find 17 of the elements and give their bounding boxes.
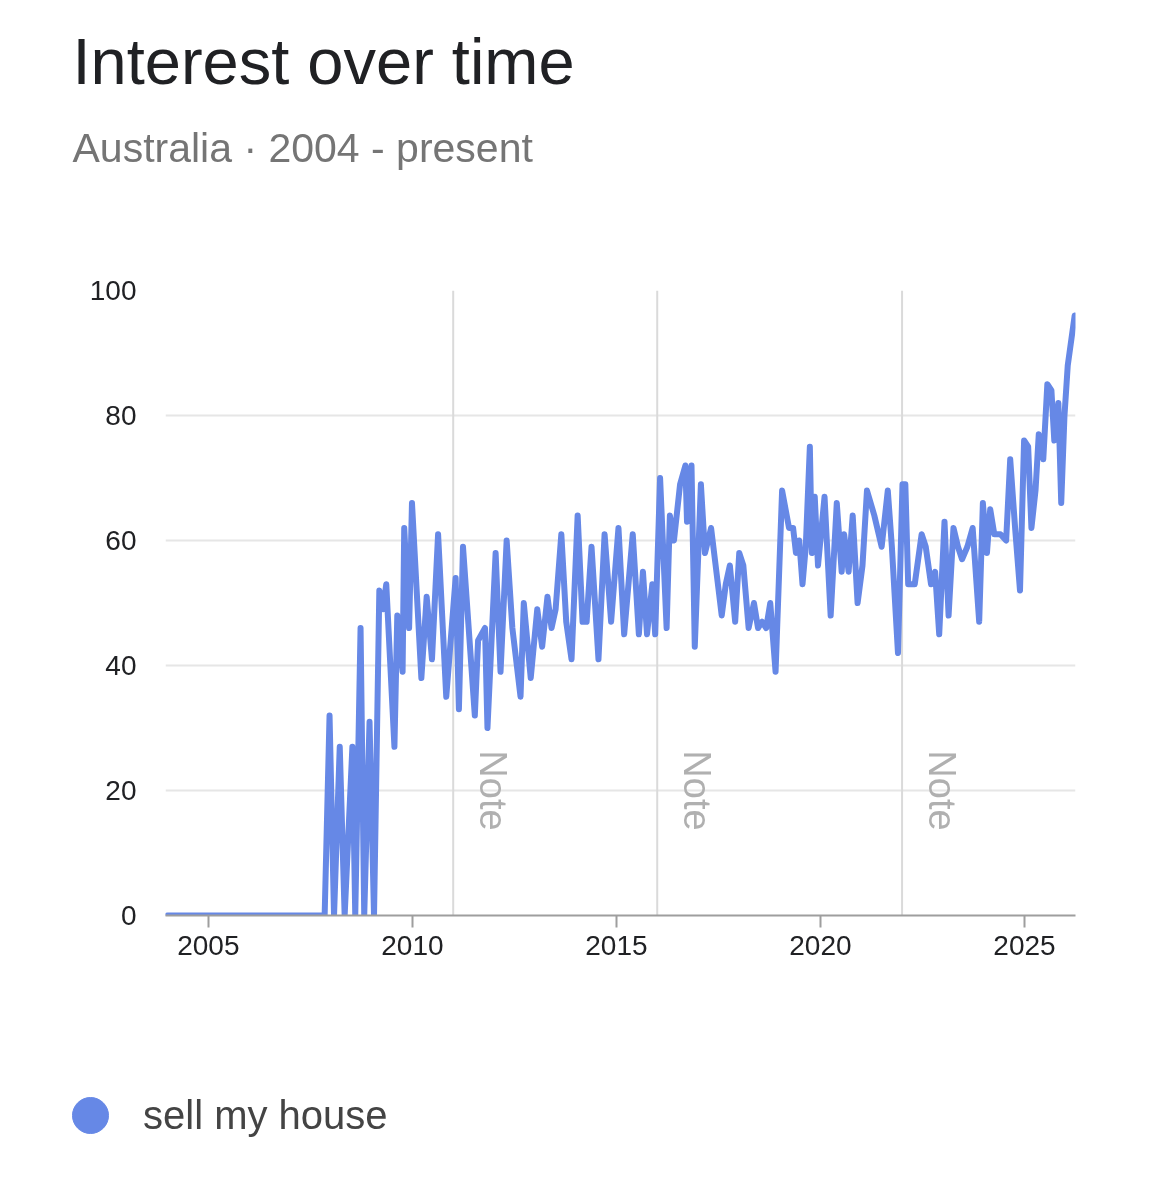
y-tick-label: 20: [105, 775, 137, 806]
x-tick-label: 2010: [381, 929, 444, 961]
ref-line-label: Note: [921, 750, 964, 831]
y-tick-label: 40: [105, 650, 137, 681]
x-tick-label: 2015: [585, 929, 648, 961]
ref-line-label: Note: [472, 750, 515, 831]
chart-title: Interest over time: [72, 25, 575, 98]
x-tick-label: 2020: [789, 929, 852, 961]
y-tick-label: 100: [89, 275, 137, 306]
x-tick-label: 2025: [993, 929, 1056, 961]
x-tick-label: 2005: [177, 929, 240, 961]
y-tick-label: 80: [105, 400, 137, 431]
y-tick-label: 0: [120, 900, 137, 931]
chart-subtitle: Australia · 2004 - present: [72, 124, 534, 171]
legend-label: sell my house: [143, 1091, 388, 1139]
ref-line-label: Note: [676, 750, 719, 831]
y-tick-label: 60: [105, 525, 137, 556]
